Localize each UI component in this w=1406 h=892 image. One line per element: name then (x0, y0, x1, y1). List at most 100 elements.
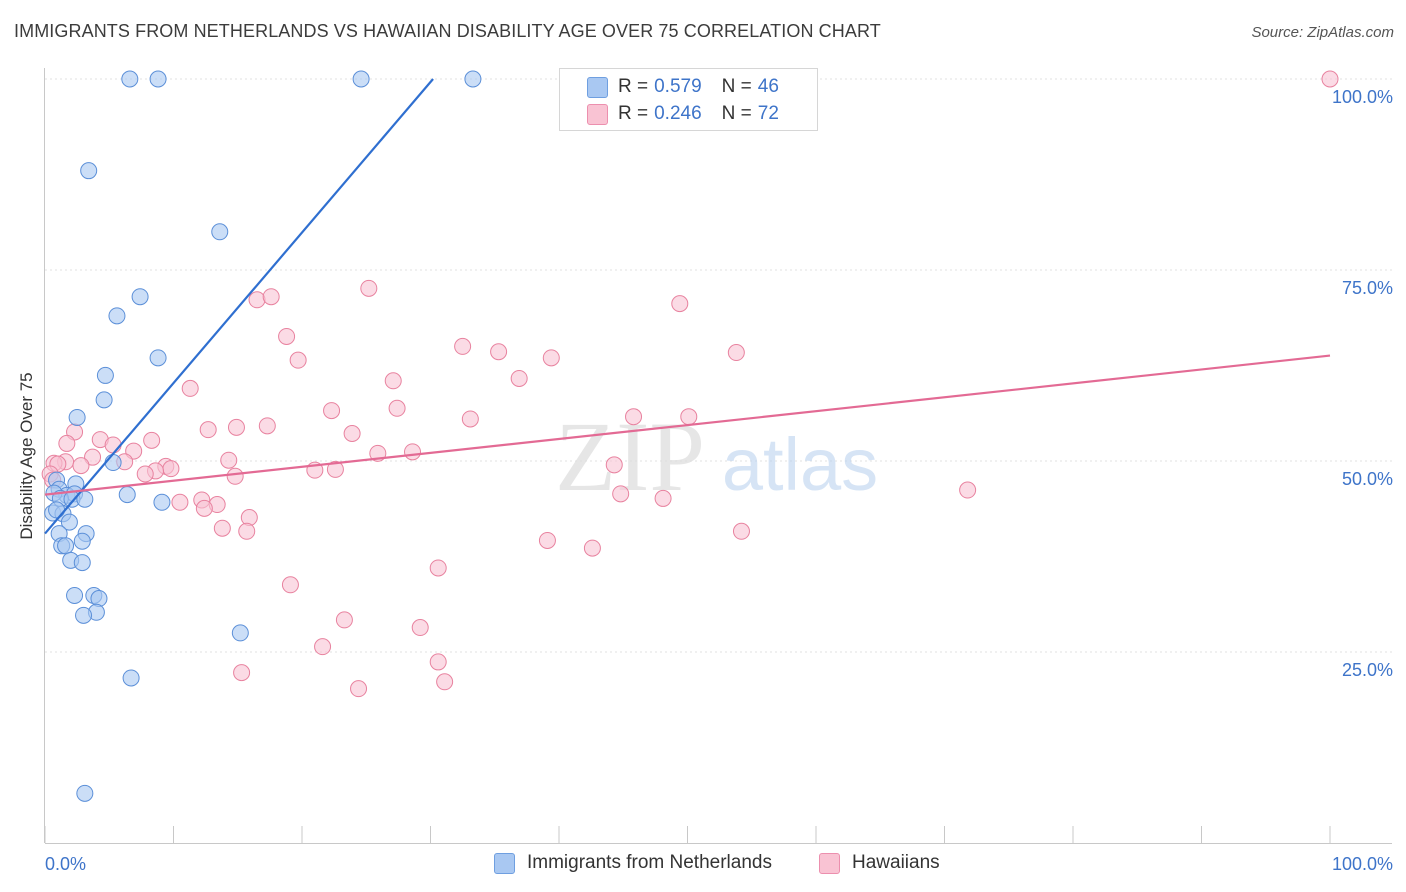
point-netherlands (76, 784, 94, 802)
point-netherlands (95, 391, 113, 409)
point-netherlands (57, 537, 75, 555)
point-hawaiians (436, 673, 454, 691)
point-netherlands (90, 590, 108, 608)
point-hawaiians (220, 451, 238, 469)
legend-row-hawaiians: R = 0.246 N = 72 (618, 102, 779, 126)
point-hawaiians (654, 489, 672, 507)
point-netherlands (352, 70, 370, 88)
point-hawaiians (323, 402, 341, 420)
point-hawaiians (143, 431, 161, 449)
legend-r-label: R = (618, 76, 649, 97)
legend-r-value: 0.246 (654, 103, 702, 124)
point-hawaiians (335, 611, 353, 629)
chart-title: IMMIGRANTS FROM NETHERLANDS VS HAWAIIAN … (14, 21, 881, 41)
legend-n-label: N = (721, 103, 752, 124)
bottom-legend-swatch-netherlands (494, 852, 515, 874)
point-hawaiians (281, 576, 299, 594)
point-netherlands (118, 486, 136, 504)
source-label: Source: ZipAtlas.com (1251, 24, 1394, 41)
point-hawaiians (538, 531, 556, 549)
point-hawaiians (727, 344, 745, 362)
point-hawaiians (625, 408, 643, 426)
point-netherlands (131, 288, 149, 306)
point-hawaiians (240, 509, 258, 527)
point-hawaiians (104, 436, 122, 454)
legend-box: R = 0.579 N = 46 R = 0.246 N = 72 (559, 68, 818, 131)
point-hawaiians (671, 295, 689, 313)
point-netherlands (75, 606, 93, 624)
point-netherlands (149, 70, 167, 88)
point-hawaiians (278, 327, 296, 345)
point-hawaiians (429, 653, 447, 671)
point-hawaiians (181, 379, 199, 397)
point-netherlands (122, 669, 140, 687)
point-hawaiians (314, 638, 332, 656)
point-hawaiians (289, 351, 307, 369)
point-hawaiians (490, 343, 508, 361)
point-hawaiians (461, 410, 479, 428)
legend-r-label: R = (618, 103, 649, 124)
point-hawaiians (1321, 70, 1339, 88)
point-hawaiians (238, 522, 256, 540)
point-hawaiians (84, 448, 102, 466)
point-hawaiians (72, 457, 90, 475)
y-tick-label: 75.0% (1342, 278, 1393, 298)
point-hawaiians (171, 493, 189, 511)
point-netherlands (73, 554, 91, 572)
point-hawaiians (612, 485, 630, 503)
y-tick-label: 100.0% (1332, 87, 1393, 107)
x-tick-label-min: 0.0% (45, 854, 86, 874)
y-axis-label: Disability Age Over 75 (17, 372, 36, 540)
y-tick-label: 50.0% (1342, 469, 1393, 489)
point-hawaiians (411, 619, 429, 637)
point-netherlands (68, 408, 86, 426)
point-hawaiians (136, 465, 154, 483)
point-netherlands (211, 223, 229, 241)
point-netherlands (96, 366, 114, 384)
legend-n-value: 72 (757, 103, 779, 124)
bottom-legend-netherlands: Immigrants from Netherlands (494, 852, 772, 874)
point-netherlands (464, 70, 482, 88)
point-hawaiians (388, 399, 406, 417)
point-netherlands (231, 624, 249, 642)
legend-swatch-netherlands (587, 77, 608, 98)
point-hawaiians (404, 443, 422, 461)
point-hawaiians (343, 424, 361, 442)
point-netherlands (48, 501, 66, 519)
bottom-legend-swatch-hawaiians (819, 852, 840, 874)
y-tick-label: 25.0% (1342, 660, 1393, 680)
point-hawaiians (680, 408, 698, 426)
point-hawaiians (605, 456, 623, 474)
point-hawaiians (233, 664, 251, 682)
point-hawaiians (360, 279, 378, 297)
point-netherlands (73, 532, 91, 550)
point-hawaiians (384, 372, 402, 390)
point-hawaiians (542, 349, 560, 367)
point-hawaiians (226, 467, 244, 485)
point-hawaiians (583, 539, 601, 557)
point-hawaiians (959, 481, 977, 499)
point-netherlands (60, 513, 78, 531)
point-hawaiians (248, 291, 266, 309)
legend-n-value: 46 (757, 76, 779, 97)
point-hawaiians (227, 418, 245, 436)
point-hawaiians (162, 460, 180, 478)
point-hawaiians (429, 559, 447, 577)
legend-swatch-hawaiians (587, 104, 608, 125)
point-hawaiians (326, 460, 344, 478)
point-hawaiians (350, 680, 368, 698)
watermark-atlas: atlas (722, 423, 878, 506)
point-hawaiians (732, 522, 750, 540)
point-hawaiians (262, 288, 280, 306)
point-hawaiians (199, 421, 217, 439)
point-hawaiians (213, 519, 231, 537)
point-netherlands (153, 493, 171, 511)
trendline-hawaiians (44, 354, 1331, 496)
legend-r-value: 0.579 (654, 76, 702, 97)
point-netherlands (121, 70, 139, 88)
point-netherlands (108, 307, 126, 325)
point-hawaiians (258, 417, 276, 435)
bottom-legend-hawaiians: Hawaiians (819, 852, 940, 874)
bottom-legend-label-netherlands: Immigrants from Netherlands (527, 852, 772, 873)
